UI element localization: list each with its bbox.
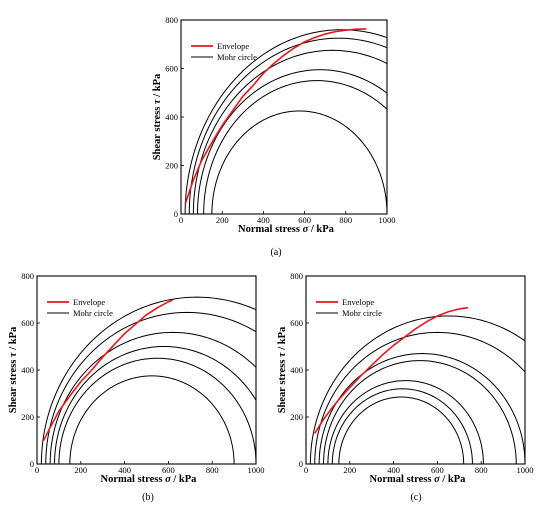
x-tick-label: 200 [74, 465, 87, 475]
plot-area [36, 275, 257, 465]
plot-area [305, 275, 526, 465]
x-tick-label: 400 [257, 215, 270, 225]
x-axis-label: Normal stress σ / kPa [101, 474, 198, 485]
y-tick-label: 0 [30, 459, 34, 469]
x-tick-label: 0 [304, 465, 308, 475]
x-tick-label: 200 [343, 465, 356, 475]
y-axis-symbol: τ [277, 352, 288, 357]
x-axis-unit: / kPa [440, 474, 466, 485]
legend-label: Envelope [73, 297, 105, 307]
x-axis-label-text: Normal stress [238, 224, 303, 235]
x-axis-symbol: σ [434, 474, 440, 485]
y-tick-label: 800 [165, 15, 178, 25]
mohr-circle [192, 49, 387, 214]
mohr-circle [203, 80, 387, 214]
x-axis-unit: / kPa [171, 474, 197, 485]
y-tick-label: 200 [165, 161, 178, 171]
x-tick-label: 200 [216, 215, 229, 225]
mohr-circle [49, 331, 256, 464]
caption-c: (c) [410, 492, 421, 503]
y-tick-label: 800 [21, 271, 34, 281]
chart-panel-a: 0 200 400 600 800 1000 0 200 400 600 800 Normal str… [152, 15, 396, 235]
caption-a: (a) [270, 247, 281, 258]
x-tick-label: 800 [475, 465, 488, 475]
x-axis-label: Normal stress σ / kPa [238, 224, 335, 235]
mohr-circle [196, 69, 387, 214]
x-tick-label: 400 [387, 465, 400, 475]
chart-panel-c: 0 200 400 600 800 1000 0 200 400 600 800 Normal str… [277, 271, 534, 485]
plot-content [309, 306, 525, 464]
y-axis-label-text: Shear stress [277, 357, 288, 413]
y-tick-label: 600 [290, 318, 303, 328]
y-tick-label: 400 [165, 112, 178, 122]
envelope-line [314, 306, 469, 434]
x-tick-label: 800 [339, 215, 352, 225]
x-tick-label: 800 [206, 465, 219, 475]
mohr-circle [184, 29, 387, 214]
x-axis-symbol: σ [165, 474, 171, 485]
caption-b: (b) [142, 492, 154, 503]
envelope-line [184, 28, 367, 205]
legend-label: Mohr circle [217, 52, 257, 62]
y-tick-label: 400 [21, 365, 34, 375]
x-tick-label: 600 [431, 465, 444, 475]
y-tick-label: 400 [290, 365, 303, 375]
legend-label: Mohr circle [342, 308, 382, 318]
x-tick-label: 600 [162, 465, 175, 475]
x-tick-label: 0 [35, 465, 39, 475]
x-tick-label: 400 [118, 465, 131, 475]
mohr-circle [331, 388, 473, 464]
y-axis-label-text: Shear stress [8, 357, 19, 413]
mohr-circle [54, 345, 256, 464]
y-tick-label: 800 [290, 271, 303, 281]
y-tick-label: 600 [21, 318, 34, 328]
x-tick-label: 1000 [517, 465, 534, 475]
y-tick-label: 0 [174, 209, 178, 219]
y-axis-unit: / kPa [277, 326, 288, 352]
mohr-circle [211, 110, 387, 214]
mohr-circle [314, 331, 525, 464]
plot-content [184, 28, 387, 214]
y-axis-unit: / kPa [152, 73, 163, 99]
y-tick-label: 200 [290, 412, 303, 422]
envelope-line [42, 299, 174, 441]
x-tick-label: 1000 [248, 465, 265, 475]
x-axis-symbol: σ [303, 224, 309, 235]
x-tick-label: 1000 [379, 215, 396, 225]
legend-label: Mohr circle [73, 308, 113, 318]
y-axis-symbol: τ [8, 352, 19, 357]
y-axis-label: Shear stress τ / kPa [152, 73, 163, 160]
legend-label: Envelope [342, 297, 374, 307]
mohr-circle [45, 311, 256, 464]
chart-panel-b: 0 200 400 600 800 1000 0 200 400 600 800 Normal str… [8, 271, 265, 485]
y-axis-unit: / kPa [8, 326, 19, 352]
plot-content [40, 296, 256, 464]
x-axis-unit: / kPa [308, 224, 334, 235]
x-tick-label: 600 [298, 215, 311, 225]
mohr-circle [323, 360, 517, 464]
mohr-circle [318, 353, 525, 464]
mohr-circle [69, 375, 235, 464]
mohr-circle [58, 357, 256, 464]
x-tick-label: 0 [179, 215, 183, 225]
y-axis-label-text: Shear stress [152, 104, 163, 160]
mohr-circle [327, 380, 484, 464]
mohr-circle [188, 37, 387, 214]
y-tick-label: 200 [21, 412, 34, 422]
y-tick-label: 600 [165, 64, 178, 74]
y-tick-label: 0 [299, 459, 303, 469]
mohr-circle [338, 396, 465, 464]
y-axis-label: Shear stress τ / kPa [277, 326, 288, 413]
y-axis-symbol: τ [152, 99, 163, 104]
x-axis-label: Normal stress σ / kPa [370, 474, 467, 485]
y-axis-label: Shear stress τ / kPa [8, 326, 19, 413]
x-axis-label-text: Normal stress [101, 474, 166, 485]
legend-label: Envelope [217, 41, 249, 51]
mohr-circle [40, 296, 256, 464]
plot-area [180, 19, 388, 215]
mohr-circle [309, 315, 525, 464]
x-axis-label-text: Normal stress [370, 474, 435, 485]
